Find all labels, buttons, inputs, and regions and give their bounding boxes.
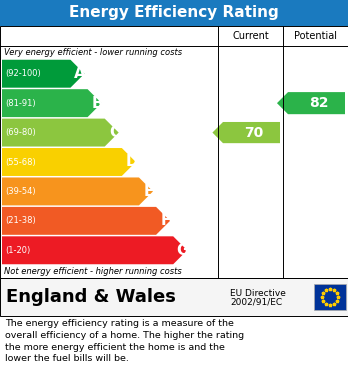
Text: 2002/91/EC: 2002/91/EC: [230, 298, 282, 307]
Text: Energy Efficiency Rating: Energy Efficiency Rating: [69, 5, 279, 20]
Text: Very energy efficient - lower running costs: Very energy efficient - lower running co…: [4, 48, 182, 57]
Polygon shape: [212, 122, 280, 143]
Text: D: D: [125, 154, 138, 170]
Bar: [314, 284, 346, 310]
Polygon shape: [2, 89, 102, 117]
Polygon shape: [2, 60, 85, 88]
Text: (81-91): (81-91): [5, 99, 35, 108]
Polygon shape: [2, 236, 187, 264]
Text: (1-20): (1-20): [5, 246, 30, 255]
Polygon shape: [2, 148, 136, 176]
Text: F: F: [161, 213, 171, 228]
Bar: [0, 26, 348, 278]
Text: 82: 82: [309, 96, 329, 110]
Text: (69-80): (69-80): [5, 128, 36, 137]
Text: (55-68): (55-68): [5, 158, 36, 167]
Text: (39-54): (39-54): [5, 187, 35, 196]
Text: G: G: [177, 243, 189, 258]
Text: EU Directive: EU Directive: [230, 289, 286, 298]
Text: B: B: [92, 96, 103, 111]
Bar: [0, 0, 348, 26]
Text: E: E: [143, 184, 154, 199]
Text: The energy efficiency rating is a measure of the
overall efficiency of a home. T: The energy efficiency rating is a measur…: [5, 319, 244, 363]
Polygon shape: [2, 207, 170, 235]
Text: 70: 70: [245, 126, 264, 140]
Bar: [0, 278, 348, 316]
Text: (21-38): (21-38): [5, 216, 36, 225]
Text: Current: Current: [232, 31, 269, 41]
Text: England & Wales: England & Wales: [6, 288, 176, 306]
Polygon shape: [2, 118, 119, 147]
Text: Not energy efficient - higher running costs: Not energy efficient - higher running co…: [4, 267, 182, 276]
Polygon shape: [277, 92, 345, 114]
Text: Potential: Potential: [294, 31, 337, 41]
Polygon shape: [2, 178, 153, 205]
Text: A: A: [74, 66, 86, 81]
Text: C: C: [109, 125, 120, 140]
Text: (92-100): (92-100): [5, 69, 41, 78]
